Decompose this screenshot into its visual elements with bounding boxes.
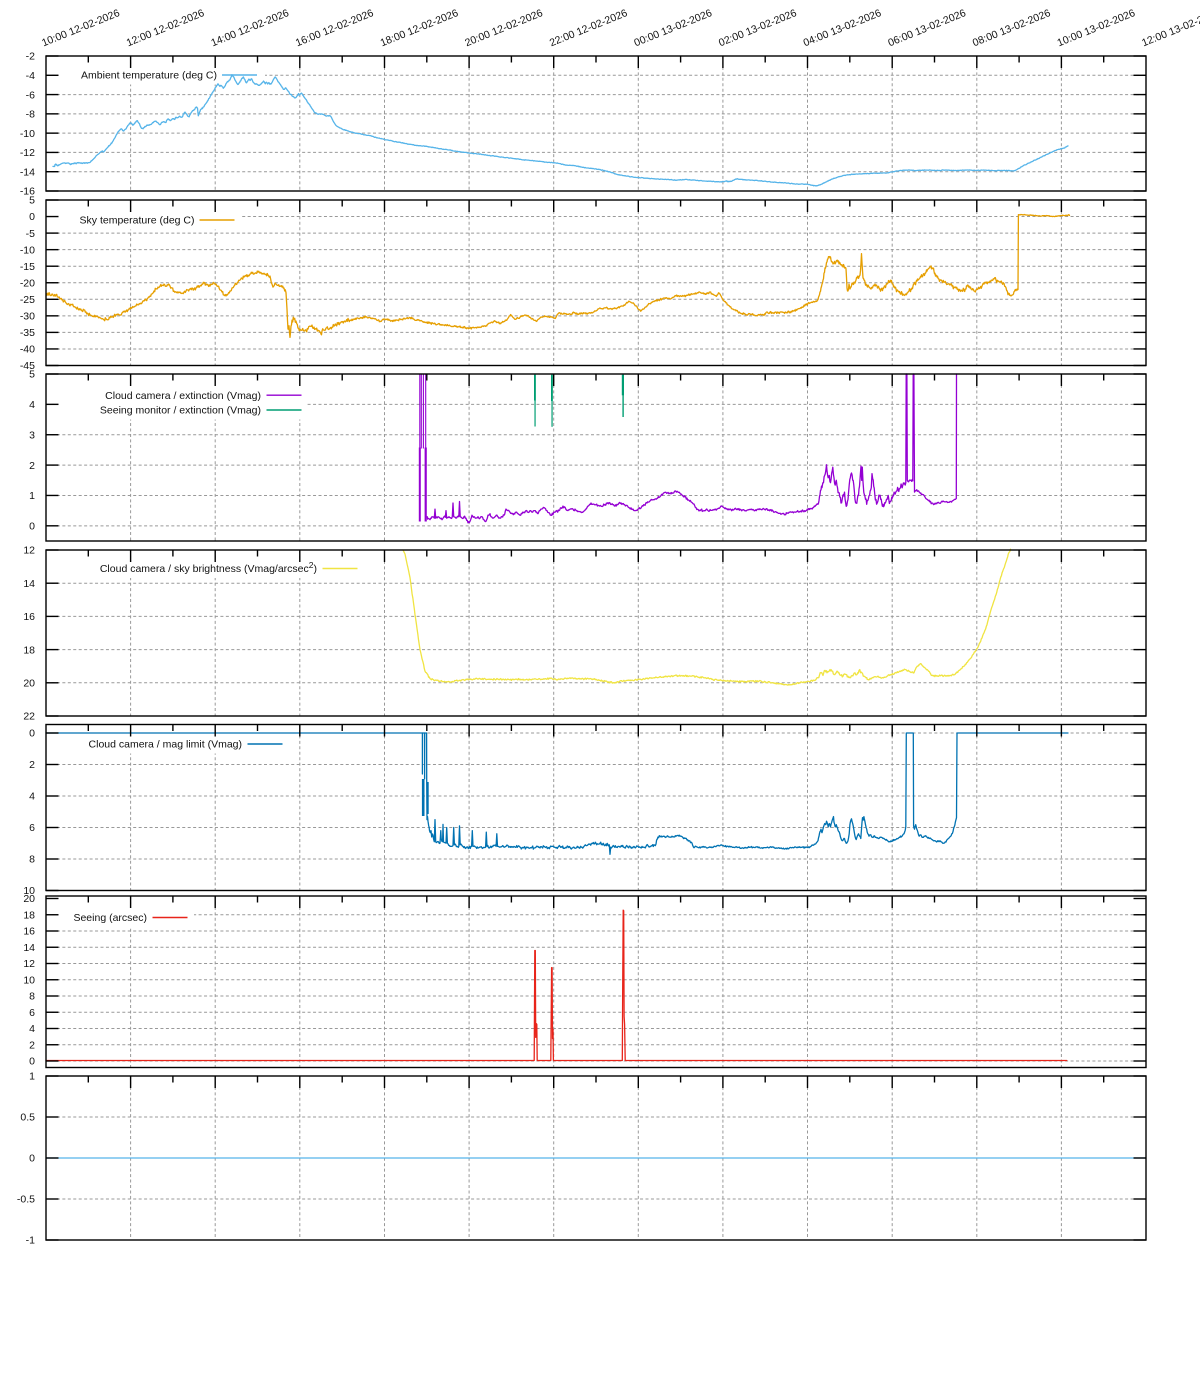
svg-text:18: 18 bbox=[23, 910, 35, 922]
svg-text:-14: -14 bbox=[20, 166, 35, 178]
svg-text:Seeing monitor / extinction (V: Seeing monitor / extinction (Vmag) bbox=[100, 405, 261, 417]
svg-text:-12: -12 bbox=[20, 147, 35, 159]
svg-text:20: 20 bbox=[23, 678, 35, 690]
svg-text:-4: -4 bbox=[26, 70, 35, 82]
svg-text:8: 8 bbox=[29, 991, 35, 1003]
svg-text:12: 12 bbox=[23, 545, 35, 557]
svg-text:16: 16 bbox=[23, 926, 35, 938]
svg-text:0: 0 bbox=[29, 1153, 35, 1165]
svg-text:12: 12 bbox=[23, 958, 35, 970]
svg-text:5: 5 bbox=[29, 195, 35, 207]
svg-text:22: 22 bbox=[23, 711, 35, 723]
svg-text:0: 0 bbox=[29, 1056, 35, 1068]
svg-text:4: 4 bbox=[29, 1023, 35, 1035]
svg-text:-0.5: -0.5 bbox=[17, 1194, 35, 1206]
svg-text:-15: -15 bbox=[20, 261, 35, 273]
svg-text:1: 1 bbox=[29, 1071, 35, 1083]
svg-text:3: 3 bbox=[29, 429, 35, 441]
svg-text:-8: -8 bbox=[26, 109, 35, 121]
svg-text:0: 0 bbox=[29, 728, 35, 740]
svg-text:-45: -45 bbox=[20, 360, 35, 372]
svg-text:14: 14 bbox=[23, 578, 35, 590]
svg-text:0.5: 0.5 bbox=[20, 1112, 35, 1124]
svg-text:-16: -16 bbox=[20, 186, 35, 198]
svg-text:14: 14 bbox=[23, 942, 35, 954]
svg-text:Seeing (arcsec): Seeing (arcsec) bbox=[73, 912, 147, 924]
svg-text:-10: -10 bbox=[20, 244, 35, 256]
svg-text:Cloud camera / extinction (Vma: Cloud camera / extinction (Vmag) bbox=[105, 390, 261, 402]
svg-text:1: 1 bbox=[29, 490, 35, 502]
svg-text:10: 10 bbox=[23, 885, 35, 897]
svg-text:-5: -5 bbox=[26, 228, 35, 240]
svg-text:16: 16 bbox=[23, 611, 35, 623]
svg-text:-2: -2 bbox=[26, 51, 35, 63]
svg-text:-30: -30 bbox=[20, 311, 35, 323]
svg-text:-6: -6 bbox=[26, 89, 35, 101]
svg-text:-25: -25 bbox=[20, 294, 35, 306]
svg-text:10: 10 bbox=[23, 975, 35, 987]
svg-text:0: 0 bbox=[29, 211, 35, 223]
svg-text:6: 6 bbox=[29, 822, 35, 834]
svg-text:-1: -1 bbox=[26, 1235, 35, 1247]
svg-text:Ambient temperature (deg C): Ambient temperature (deg C) bbox=[81, 70, 217, 82]
svg-text:0: 0 bbox=[29, 521, 35, 533]
svg-text:-10: -10 bbox=[20, 128, 35, 140]
svg-text:Cloud camera / mag limit (Vmag: Cloud camera / mag limit (Vmag) bbox=[89, 739, 242, 751]
svg-text:Cloud camera / sky brightness: Cloud camera / sky brightness (Vmag/arcs… bbox=[100, 560, 317, 575]
svg-text:5: 5 bbox=[29, 369, 35, 381]
svg-text:20: 20 bbox=[23, 893, 35, 905]
svg-text:2: 2 bbox=[29, 1040, 35, 1052]
svg-text:Sky temperature (deg C): Sky temperature (deg C) bbox=[80, 215, 195, 227]
svg-text:6: 6 bbox=[29, 1007, 35, 1019]
svg-text:4: 4 bbox=[29, 399, 35, 411]
svg-text:-40: -40 bbox=[20, 344, 35, 356]
svg-text:18: 18 bbox=[23, 644, 35, 656]
svg-text:2: 2 bbox=[29, 460, 35, 472]
svg-text:-35: -35 bbox=[20, 327, 35, 339]
svg-text:8: 8 bbox=[29, 854, 35, 866]
svg-text:-20: -20 bbox=[20, 277, 35, 289]
svg-text:4: 4 bbox=[29, 791, 35, 803]
svg-text:2: 2 bbox=[29, 759, 35, 771]
